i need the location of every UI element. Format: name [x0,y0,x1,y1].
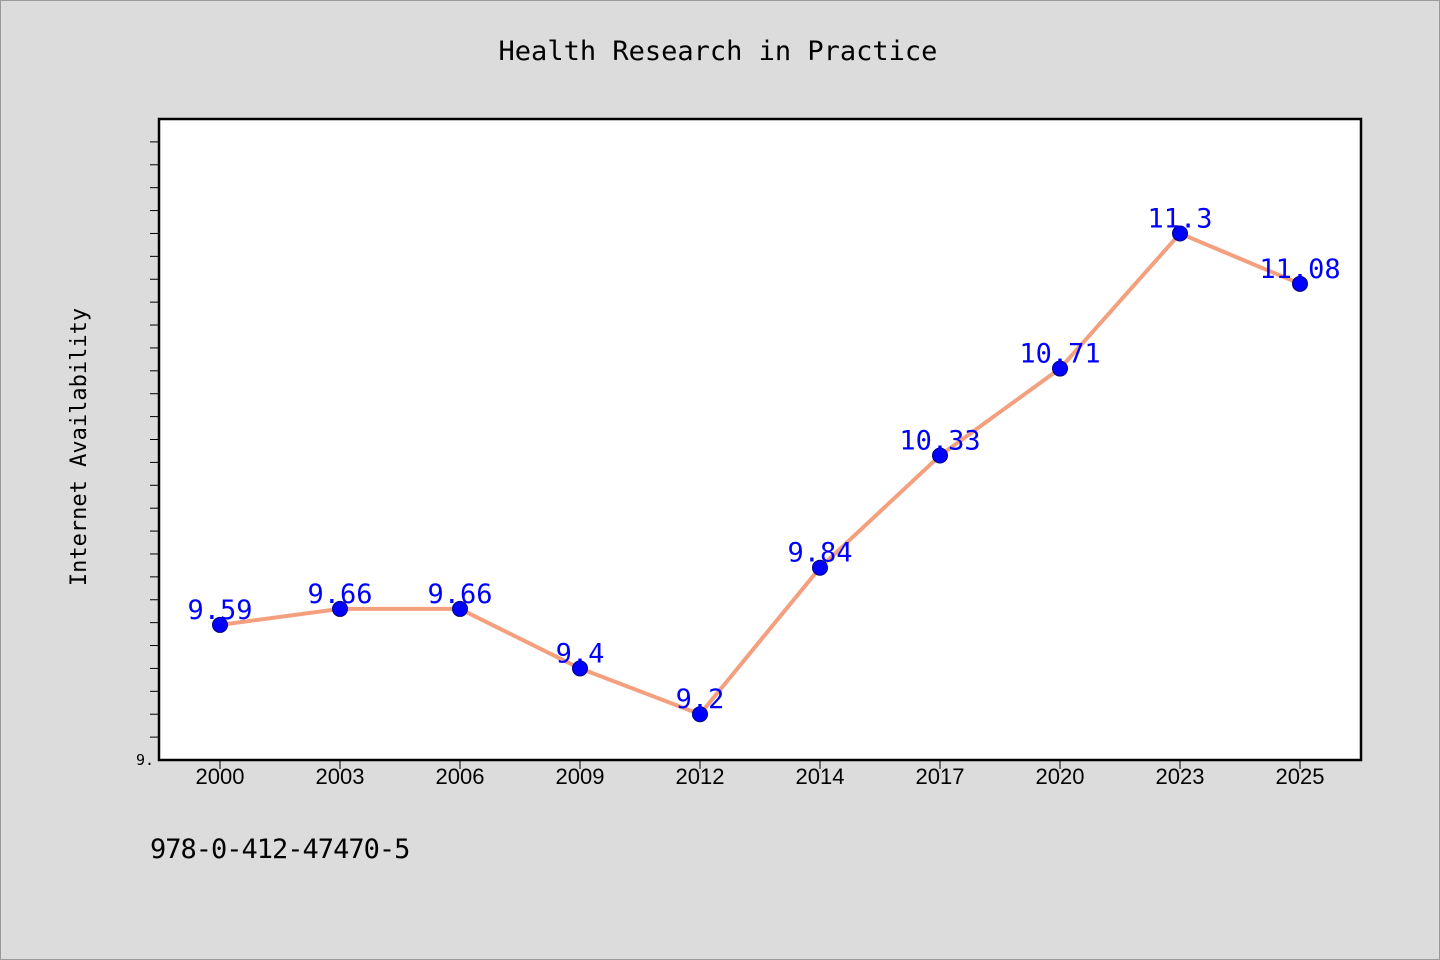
x-tick-label: 2023 [1156,764,1205,789]
y-axis-ticks: 9. [136,141,159,769]
data-point [1172,225,1188,242]
data-point [332,600,348,617]
isbn-label: 978-0-412-47470-5 [150,834,410,865]
data-label: 9.59 [187,595,252,626]
plot-area [157,117,1363,762]
data-labels: 9.59 9.66 9.66 9.4 9.2 9.84 10.33 10.71 11.3 11.0… [187,203,1340,715]
data-label: 11.3 [1147,203,1212,234]
x-tick-label: 2006 [436,764,485,789]
x-tick-label: 2003 [316,764,365,789]
data-point [572,660,588,677]
data-label: 9.66 [427,579,492,610]
data-point [692,706,708,723]
x-tick-label: 2009 [556,764,605,789]
data-label: 10.33 [899,426,980,457]
series-line [218,231,1302,717]
x-tick-label: 2025 [1276,764,1325,789]
data-label: 10.71 [1019,339,1100,370]
x-tick-label: 2000 [196,764,245,789]
data-point [452,600,468,617]
data-label: 9.66 [307,579,372,610]
y-axis-label: Internet Availability [67,308,92,586]
data-point [812,559,828,576]
x-axis-ticks: 2000 2003 2006 2009 2012 2014 2017 2020 2023 2025 [196,760,1325,789]
data-label: 9.84 [787,538,852,569]
data-point [212,616,228,633]
data-point [1052,360,1068,377]
x-tick-label: 2012 [676,764,725,789]
y-tick-label: 9. [136,751,154,769]
data-point [932,447,948,464]
data-point [1292,275,1308,292]
data-markers [212,225,1308,723]
chart-title: Health Research in Practice [499,36,938,67]
data-label: 11.08 [1259,254,1340,285]
x-tick-label: 2014 [796,764,845,789]
x-tick-label: 2020 [1036,764,1085,789]
data-label: 9.2 [676,684,725,715]
data-label: 9.4 [556,638,605,669]
x-tick-label: 2017 [916,764,965,789]
